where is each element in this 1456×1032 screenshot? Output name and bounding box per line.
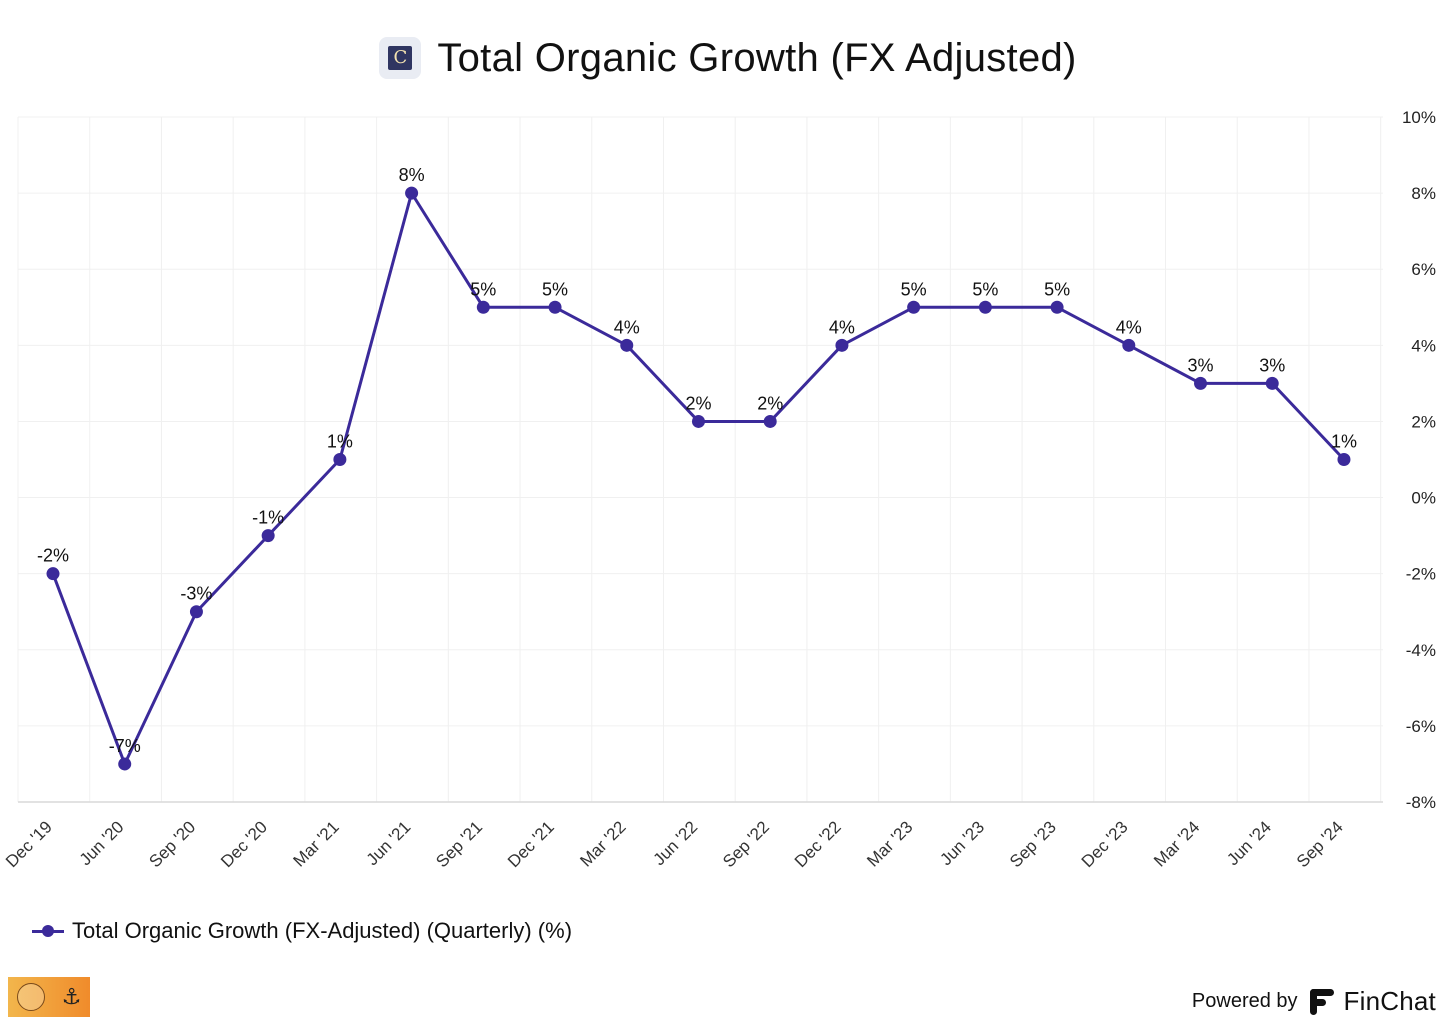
data-label: 2% [685, 393, 711, 413]
data-point [763, 414, 777, 428]
data-label: 5% [972, 279, 998, 299]
data-label: 5% [542, 279, 568, 299]
data-label: 4% [829, 317, 855, 337]
x-tick-label: Jun '21 [363, 817, 415, 869]
anchor-icon: ⚓ [61, 984, 82, 1009]
x-tick-label: Dec '19 [2, 817, 56, 871]
watermark-badge: ⚓ [8, 977, 90, 1017]
legend-marker-icon [32, 924, 64, 938]
x-tick-label: Sep '22 [719, 817, 773, 871]
chart-legend[interactable]: Total Organic Growth (FX-Adjusted) (Quar… [32, 918, 572, 944]
data-label: 3% [1188, 355, 1214, 375]
y-tick-label: -8% [1406, 793, 1436, 812]
finchat-logo-icon [1309, 988, 1334, 1015]
x-tick-label: Jun '22 [649, 817, 701, 869]
data-label: 1% [1331, 432, 1357, 452]
finchat-brand: FinChat [1343, 986, 1436, 1016]
data-point [1194, 376, 1208, 390]
y-tick-label: -6% [1406, 717, 1436, 736]
data-label: 4% [1116, 317, 1142, 337]
data-point [1265, 376, 1279, 390]
data-point [189, 605, 203, 619]
y-tick-label: -4% [1406, 641, 1436, 660]
x-tick-label: Sep '20 [145, 817, 199, 871]
x-tick-label: Jun '23 [936, 817, 988, 869]
x-tick-label: Mar '23 [863, 817, 916, 870]
x-tick-label: Dec '23 [1078, 817, 1132, 871]
data-point [620, 338, 634, 352]
data-label: 5% [901, 279, 927, 299]
data-label: -1% [252, 508, 284, 528]
x-tick-label: Mar '24 [1150, 817, 1203, 870]
x-tick-label: Sep '21 [432, 817, 486, 871]
data-point [1337, 453, 1351, 466]
y-tick-label: 2% [1411, 412, 1436, 431]
data-label: -7% [109, 736, 141, 756]
x-tick-label: Jun '24 [1223, 817, 1275, 869]
data-point [333, 453, 347, 466]
data-point [978, 300, 992, 314]
data-label: -3% [180, 584, 212, 604]
series-line [51, 191, 1346, 766]
powered-by[interactable]: Powered by FinChat [1192, 986, 1436, 1017]
y-tick-label: 0% [1411, 489, 1436, 508]
x-tick-label: Sep '23 [1006, 817, 1060, 871]
data-label: 5% [1044, 279, 1070, 299]
powered-by-label: Powered by [1191, 990, 1298, 1012]
data-point [907, 300, 921, 314]
data-label: 2% [757, 393, 783, 413]
data-point [476, 300, 490, 314]
data-point [691, 414, 705, 428]
data-label: 5% [470, 279, 496, 299]
company-logo-icon: C [379, 37, 422, 79]
data-point [1122, 338, 1136, 352]
data-label: 1% [327, 432, 353, 452]
y-tick-label: 10% [1402, 108, 1436, 127]
legend-label: Total Organic Growth (FX-Adjusted) (Quar… [72, 918, 573, 943]
x-tick-label: Dec '20 [217, 817, 271, 871]
x-tick-label: Jun '20 [76, 817, 128, 869]
y-tick-label: -2% [1406, 565, 1436, 584]
x-tick-label: Mar '22 [576, 817, 629, 870]
y-tick-label: 6% [1411, 260, 1436, 279]
y-tick-label: 4% [1411, 336, 1436, 355]
data-label: 3% [1259, 355, 1285, 375]
data-label: -2% [37, 546, 69, 566]
data-point [261, 529, 275, 543]
x-tick-label: Dec '22 [791, 817, 845, 871]
data-point [548, 300, 562, 314]
data-point [1050, 300, 1064, 314]
x-tick-label: Dec '21 [504, 817, 558, 871]
data-point [835, 338, 849, 352]
data-point [405, 186, 419, 200]
x-tick-label: Mar '21 [290, 817, 343, 870]
x-tick-label: Sep '24 [1293, 817, 1347, 871]
data-point [118, 757, 132, 771]
data-label: 8% [399, 165, 425, 185]
chart-header: C Total Organic Growth (FX Adjusted) [0, 28, 1456, 88]
seal-icon [16, 983, 45, 1011]
data-label: 4% [614, 317, 640, 337]
line-chart: 10% 8% 6% 4% 2% 0% -2% -4% -6% -8% Dec '19 Jun '20 S… [2, 108, 1436, 871]
y-tick-label: 8% [1411, 184, 1436, 203]
chart-title: Total Organic Growth (FX Adjusted) [437, 35, 1077, 80]
data-point [46, 567, 60, 581]
